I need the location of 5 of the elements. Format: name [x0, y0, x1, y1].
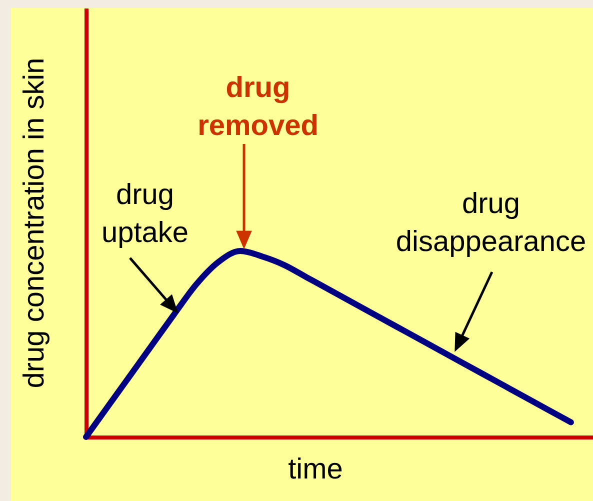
text: drug removed: [198, 72, 318, 142]
x-axis-title: time: [288, 454, 343, 486]
text: drug uptake: [101, 179, 189, 249]
annotation: drug disappearance: [396, 188, 586, 258]
y-axis-title: drug concentration in skin: [18, 58, 50, 388]
